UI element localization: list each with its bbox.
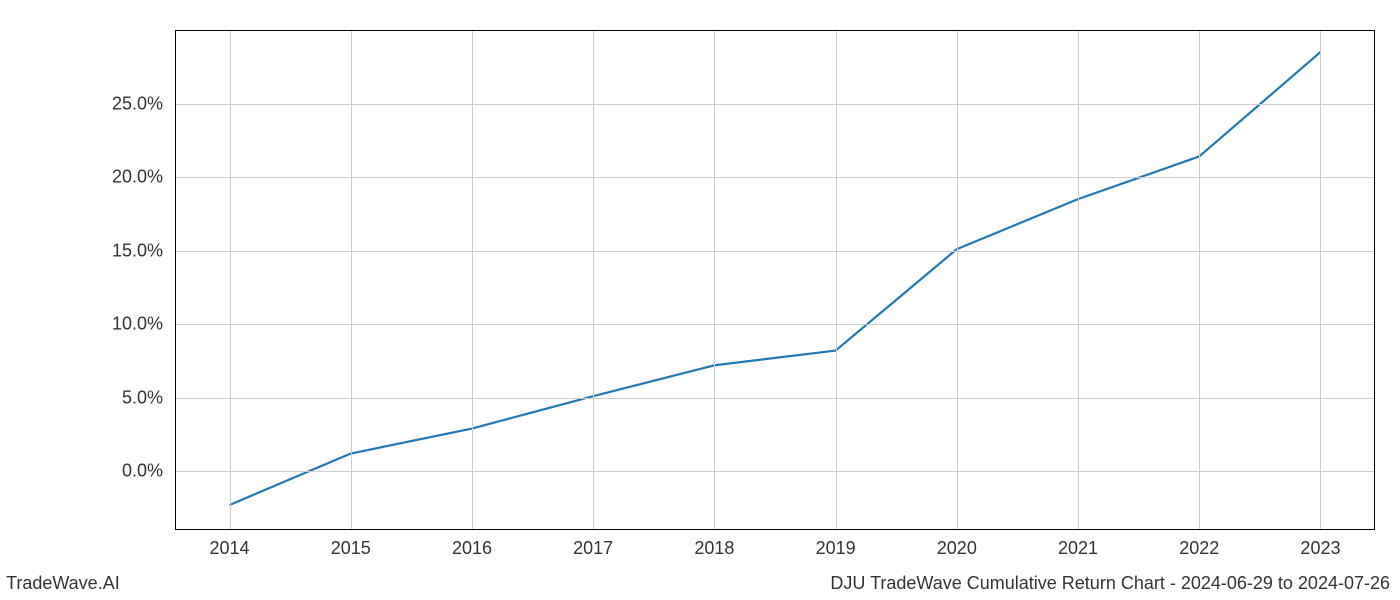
y-tick-label: 0.0% [122,461,163,482]
x-tick-label: 2021 [1058,538,1098,559]
y-tick-label: 20.0% [112,167,163,188]
grid-line-horizontal [175,251,1375,252]
axis-spine [175,529,1375,530]
x-tick-label: 2018 [694,538,734,559]
line-series [175,30,1375,530]
x-tick-label: 2022 [1179,538,1219,559]
grid-line-vertical [1199,30,1200,530]
grid-line-vertical [472,30,473,530]
grid-line-vertical [1320,30,1321,530]
footer-caption: DJU TradeWave Cumulative Return Chart - … [830,573,1390,594]
axis-spine [175,30,176,530]
chart-container: TradeWave.AI DJU TradeWave Cumulative Re… [0,0,1400,600]
grid-line-vertical [957,30,958,530]
grid-line-horizontal [175,104,1375,105]
grid-line-horizontal [175,471,1375,472]
return-line [230,52,1321,505]
y-tick-label: 15.0% [112,240,163,261]
x-tick-label: 2020 [937,538,977,559]
footer-brand: TradeWave.AI [6,573,120,594]
x-tick-label: 2023 [1300,538,1340,559]
grid-line-vertical [836,30,837,530]
grid-line-vertical [230,30,231,530]
grid-line-horizontal [175,324,1375,325]
x-tick-label: 2017 [573,538,613,559]
grid-line-vertical [714,30,715,530]
x-tick-label: 2015 [331,538,371,559]
grid-line-vertical [351,30,352,530]
plot-area [175,30,1375,530]
grid-line-vertical [593,30,594,530]
grid-line-vertical [1078,30,1079,530]
x-tick-label: 2019 [816,538,856,559]
grid-line-horizontal [175,398,1375,399]
y-tick-label: 5.0% [122,387,163,408]
axis-spine [175,30,1375,31]
x-tick-label: 2016 [452,538,492,559]
y-tick-label: 10.0% [112,314,163,335]
axis-spine [1374,30,1375,530]
grid-line-horizontal [175,177,1375,178]
x-tick-label: 2014 [210,538,250,559]
y-tick-label: 25.0% [112,93,163,114]
